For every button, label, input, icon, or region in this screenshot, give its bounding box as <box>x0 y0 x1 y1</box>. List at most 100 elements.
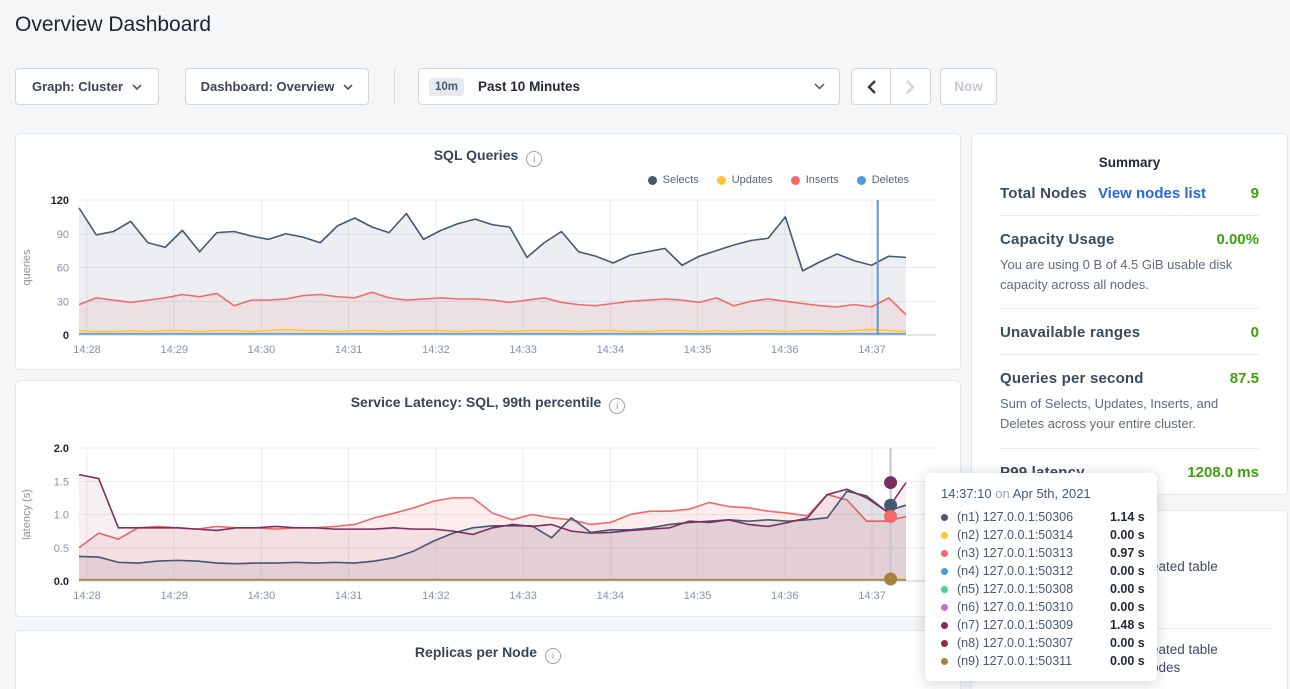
tooltip-value: 0.00 s <box>1110 600 1145 614</box>
tooltip-value: 1.14 s <box>1110 510 1145 524</box>
legend-label: Selects <box>662 174 699 186</box>
now-button[interactable]: Now <box>940 68 997 105</box>
summary-value: 9 <box>1250 185 1259 202</box>
dashboard-dropdown-label: Dashboard: Overview <box>200 79 335 94</box>
legend-dot-icon <box>716 175 726 185</box>
view-nodes-list-link[interactable]: View nodes list <box>1097 185 1207 202</box>
next-time-button[interactable] <box>891 68 931 105</box>
summary-title: Summary <box>1098 155 1161 170</box>
tooltip-value: 1.48 s <box>1110 618 1145 632</box>
summary-value: 0.00% <box>1216 231 1259 248</box>
tooltip-row: (n5) 127.0.0.1:50308 0.00 s <box>941 580 1145 598</box>
tooltip-row: (n3) 127.0.0.1:50313 0.97 s <box>941 544 1145 562</box>
summary-label: Total Nodes <box>1000 185 1087 202</box>
replicas-per-node-title: Replicas per Node i <box>16 644 960 664</box>
legend-dot-icon <box>790 175 800 185</box>
crosshair-marker <box>884 498 898 512</box>
chevron-left-icon <box>866 79 876 94</box>
series-dot-icon <box>941 549 948 557</box>
series-dot-icon <box>941 621 948 629</box>
x-tick-label: 14:29 <box>160 344 188 356</box>
x-tick-label: 14:28 <box>73 344 101 356</box>
sql-queries-panel: SQL Queries i Selects Updates Inserts Delete… <box>15 133 961 370</box>
prev-time-button[interactable] <box>851 68 891 105</box>
y-tick-label: 0.5 <box>54 543 69 555</box>
summary-label: Capacity Usage <box>1000 231 1115 248</box>
series-dot-icon <box>941 639 948 647</box>
toolbar-divider <box>394 68 395 105</box>
tooltip-row: (n8) 127.0.0.1:50307 0.00 s <box>941 634 1145 652</box>
graph-dropdown[interactable]: Graph: Cluster <box>15 68 159 105</box>
tooltip-date: Apr 5th, 2021 <box>1012 486 1091 501</box>
summary-value: 87.5 <box>1229 370 1259 388</box>
crosshair-marker <box>884 476 898 490</box>
time-range-dropdown[interactable]: 10m Past 10 Minutes <box>418 68 840 105</box>
series-dot-icon <box>941 513 948 521</box>
x-tick-label: 14:33 <box>509 344 537 356</box>
page-title: Overview Dashboard <box>15 13 212 36</box>
y-tick-label: 1.5 <box>54 476 69 488</box>
legend-item: Deletes <box>856 174 909 186</box>
tooltip-node: (n1) 127.0.0.1:50306 <box>957 510 1074 524</box>
x-tick-label: 14:35 <box>684 344 712 356</box>
tooltip-node: (n4) 127.0.0.1:50312 <box>957 564 1074 578</box>
sql-queries-chart[interactable]: 0 30 60 90 120 14:28 14:29 14:30 14:31 14:32 14:33… <box>16 190 962 368</box>
summary-description: Sum of Selects, Updates, Inserts, and De… <box>1000 396 1219 432</box>
x-tick-label: 14:37 <box>858 344 886 356</box>
sql-queries-title: SQL Queries i <box>16 147 960 167</box>
x-tick-label: 14:28 <box>73 590 101 602</box>
chart-legend: Selects Updates Inserts Deletes <box>647 174 909 186</box>
replicas-per-node-panel: Replicas per Node i <box>15 630 961 689</box>
info-icon[interactable]: i <box>545 648 562 664</box>
legend-item: Selects <box>647 174 699 186</box>
legend-dot-icon <box>647 175 657 185</box>
tooltip-value: 0.00 s <box>1110 528 1145 542</box>
x-tick-label: 14:31 <box>335 590 363 602</box>
summary-row: Unavailable ranges 0 <box>1000 309 1259 356</box>
legend-label: Updates <box>731 174 773 186</box>
y-tick-label: 90 <box>57 229 69 241</box>
chart-title-text: SQL Queries <box>433 147 519 163</box>
service-latency-chart[interactable]: 0.0 0.5 1.0 1.5 2.0 14:28 14:29 14:30 14:31 14:32… <box>16 434 962 614</box>
summary-rows: Total Nodes View nodes list 9 Capacity Usag… <box>1000 170 1259 494</box>
tooltip-node: (n2) 127.0.0.1:50314 <box>957 528 1074 542</box>
summary-row: Total Nodes View nodes list 9 <box>1000 170 1259 216</box>
chart-svg: 0 30 60 90 120 14:28 14:29 14:30 14:31 14:32 14:33… <box>21 195 936 356</box>
tooltip-value: 0.00 s <box>1110 654 1145 668</box>
info-icon[interactable]: i <box>526 151 543 167</box>
tooltip-node: (n5) 127.0.0.1:50308 <box>957 582 1074 596</box>
tooltip-value: 0.00 s <box>1110 636 1145 650</box>
tooltip-header: 14:37:10 on Apr 5th, 2021 <box>941 486 1091 501</box>
summary-panel: Summary Total Nodes View nodes list 9 Capac… <box>971 133 1288 495</box>
tooltip-rows: (n1) 127.0.0.1:50306 1.14 s (n2) 127.0.0.1… <box>941 508 1145 670</box>
dashboard-dropdown[interactable]: Dashboard: Overview <box>185 68 369 105</box>
tooltip-node: (n6) 127.0.0.1:50310 <box>957 600 1074 614</box>
tooltip-node: (n9) 127.0.0.1:50311 <box>957 654 1073 668</box>
x-tick-label: 14:33 <box>509 590 537 602</box>
y-tick-label: 60 <box>57 263 69 275</box>
chevron-down-icon <box>814 83 825 90</box>
chart-title-text: Replicas per Node <box>414 644 538 660</box>
x-tick-label: 14:35 <box>684 590 712 602</box>
x-tick-label: 14:31 <box>335 344 363 356</box>
legend-label: Inserts <box>805 174 839 186</box>
legend-item: Inserts <box>790 174 839 186</box>
y-axis-label: queries <box>21 249 33 286</box>
time-step-buttons <box>851 68 931 105</box>
series-dot-icon <box>941 603 948 611</box>
x-tick-label: 14:30 <box>248 590 276 602</box>
tooltip-node: (n8) 127.0.0.1:50307 <box>957 636 1074 650</box>
event-item-fragment: odes <box>1151 660 1181 675</box>
tooltip-row: (n9) 127.0.0.1:50311 0.00 s <box>941 652 1145 670</box>
summary-row: Queries per second 87.5 Sum of Selects, Up… <box>1000 355 1259 449</box>
x-tick-label: 14:36 <box>771 590 799 602</box>
summary-row: Capacity Usage 0.00% You are using 0 B of … <box>1000 216 1259 310</box>
summary-value: 0 <box>1250 324 1259 342</box>
x-tick-label: 14:29 <box>160 590 188 602</box>
summary-value: 1208.0 ms <box>1187 463 1259 481</box>
chart-svg: 0.0 0.5 1.0 1.5 2.0 14:28 14:29 14:30 14:31 14:32… <box>21 443 936 602</box>
chevron-down-icon <box>343 83 353 90</box>
service-latency-panel: Service Latency: SQL, 99th percentile i 0… <box>15 380 961 617</box>
tooltip-row: (n1) 127.0.0.1:50306 1.14 s <box>941 508 1145 526</box>
info-icon[interactable]: i <box>609 398 626 414</box>
